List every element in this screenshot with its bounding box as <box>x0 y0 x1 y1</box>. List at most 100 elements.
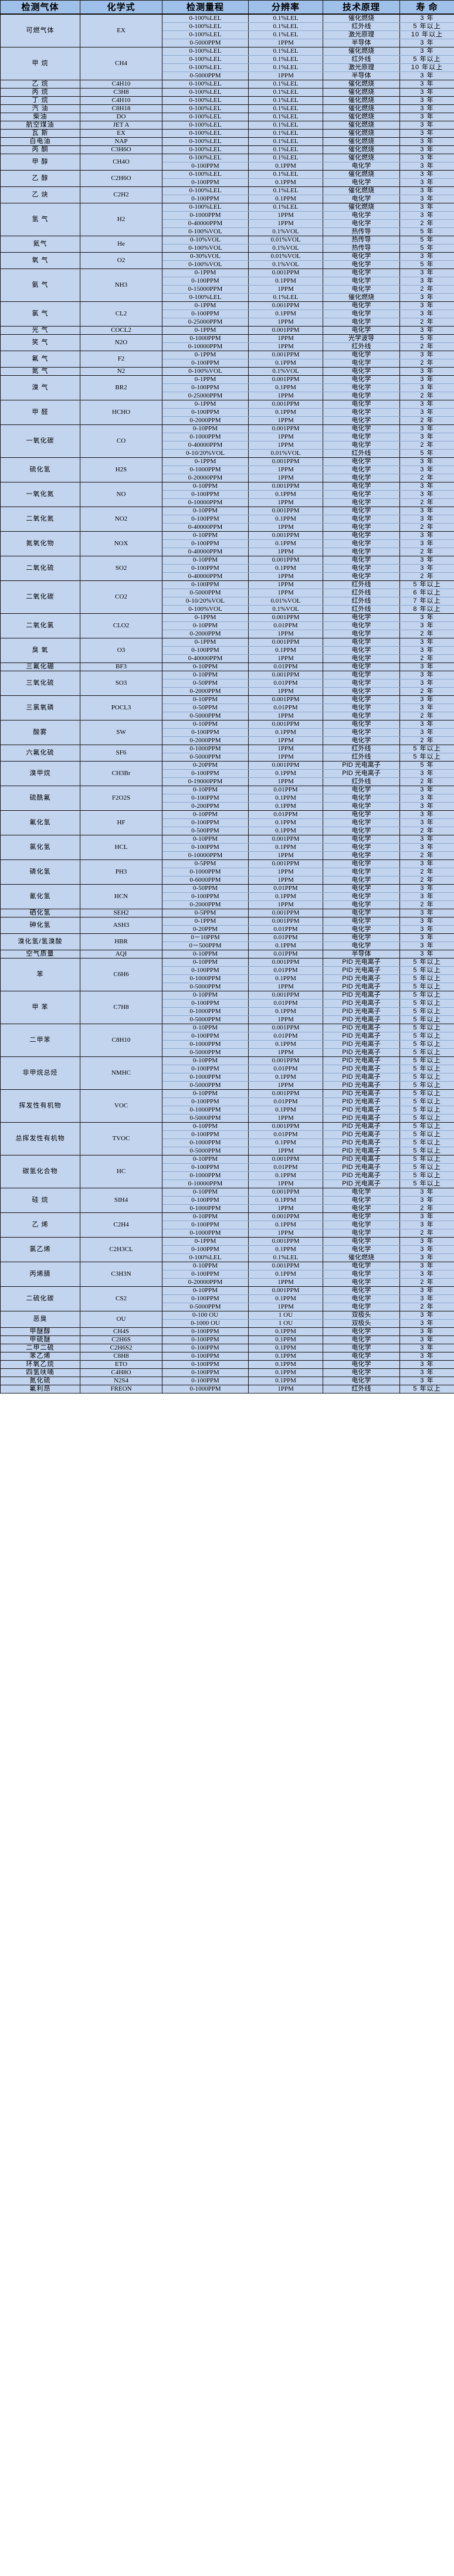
cell-technology: 电化学 <box>323 350 400 359</box>
cell-formula: CS2 <box>80 1286 162 1311</box>
cell-resolution: 0.001PPM <box>248 1122 323 1131</box>
cell-resolution: 1PPM <box>248 900 323 909</box>
cell-gas: 非甲烷总烃 <box>0 1056 80 1090</box>
cell-range: 0-25000PPM <box>162 317 249 327</box>
cell-life: 5 年以上 <box>399 1163 454 1172</box>
cell-range: 0-100PPM <box>162 1376 249 1385</box>
cell-gas: 三氟化硼 <box>0 662 80 671</box>
cell-formula: F2 <box>80 350 162 368</box>
cell-technology: 电化学 <box>323 1351 400 1361</box>
table-row: 一氧化氮 NO 0-10PPM 0.001PPM 电化学 3 年 <box>0 481 454 507</box>
cell-technology: 电化学 <box>323 826 400 835</box>
cell-technology: 光学波导 <box>323 334 400 343</box>
cell-range: 0-10PPM <box>162 531 249 540</box>
cell-life: 3 年 <box>399 670 454 679</box>
cell-resolution: 0.001PPM <box>248 481 323 491</box>
cell-range: 0-100%LEL <box>162 153 249 162</box>
cell-resolution: 0.001PPM <box>248 916 323 926</box>
table-row: 氨 气 NH3 0-1PPM 0.001PPM 电化学 3 年 <box>0 268 454 302</box>
cell-resolution: 1PPM <box>248 1179 323 1188</box>
cell-range: 0-100PPM <box>162 1245 249 1254</box>
table-row: 0－500PPM 0.1PPM 电化学 3 年 <box>1 941 454 950</box>
table-row: 0-10PPM 0.01PPM 电化学 3 年 <box>1 621 454 630</box>
table-row: 溴 气 BR2 0-1PPM 0.001PPM 电化学 3 年 <box>0 375 454 400</box>
cell-life: 3 年 <box>399 949 454 959</box>
cell-life: 5 年以上 <box>399 1154 454 1164</box>
cell-resolution: 0.1PPM <box>248 1105 323 1114</box>
cell-resolution: 0.001PPM <box>248 1056 323 1065</box>
cell-life: 3 年 <box>399 1351 454 1361</box>
table-row: 0-25000PPM 1PPM 电化学 2 年 <box>1 391 454 400</box>
cell-life: 2 年 <box>399 736 454 745</box>
table-row: 0-100PPM 0.1PPM 电化学 3 年 <box>1 539 454 548</box>
cell-resolution: 1PPM <box>248 580 323 589</box>
cell-resolution: 0.001PPM <box>248 350 323 359</box>
cell-technology: PID 光电离子 <box>323 1146 400 1156</box>
cell-gas: 溴甲烷 <box>0 760 80 786</box>
cell-life: 5 年以上 <box>399 744 454 753</box>
cell-gas: 丙 烷 <box>0 87 80 97</box>
cell-gas: 六氟化硫 <box>0 744 80 762</box>
cell-life: 5 年以上 <box>399 1138 454 1147</box>
cell-technology: 电化学 <box>323 851 400 860</box>
cell-technology: 电化学 <box>323 358 400 368</box>
table-row: 0-5000PPM 1PPM 红外线 5 年以上 <box>1 752 454 762</box>
cell-resolution: 0.01%VOL <box>248 235 323 244</box>
cell-life: 2 年 <box>399 875 454 885</box>
cell-gas: 氟化氢 <box>0 810 80 835</box>
cell-gas: 氯 气 <box>0 301 80 327</box>
cell-technology: 半导体 <box>323 38 400 47</box>
cell-resolution: 0.1%LEL <box>248 79 323 89</box>
cell-technology: 催化燃烧 <box>323 112 400 121</box>
cell-range: 0-1000 OU <box>162 1318 249 1328</box>
cell-range: 0-100%VOL <box>162 366 249 376</box>
table-row: 0-100PPM 0.1PPM 电化学 3 年 <box>1 793 454 803</box>
cell-resolution: 0.1PPM <box>248 309 323 318</box>
cell-formula: HF <box>80 810 162 835</box>
cell-resolution: 1PPM <box>248 867 323 876</box>
cell-resolution: 0.1PPM <box>248 161 323 171</box>
cell-range: 0-1PPM <box>162 916 249 926</box>
cell-life: 2 年 <box>399 1277 454 1287</box>
table-row: 0-100PPM 0.01PPM PID 光电离子 5 年以上 <box>1 1130 454 1139</box>
cell-life: 5 年以上 <box>399 1179 454 1188</box>
table-row: 二氧化硫 SO2 0-10PPM 0.001PPM 电化学 3 年 <box>0 555 454 581</box>
table-row: 0-100PPM 0.1PPM 电化学 3 年 <box>1 1195 454 1205</box>
cell-resolution: 0.1PPM <box>248 539 323 548</box>
cell-technology: 电化学 <box>323 613 400 622</box>
cell-range: 0-5000PPM <box>162 1015 249 1024</box>
cell-life: 2 年 <box>399 498 454 507</box>
cell-range: 0-100%VOL <box>162 243 249 253</box>
cell-life: 2 年 <box>399 1228 454 1238</box>
cell-life: 5 年以上 <box>399 1072 454 1082</box>
table-row: 0-20PPM 0.01PPM 电化学 3 年 <box>1 925 454 934</box>
cell-technology: 电化学 <box>323 875 400 885</box>
cell-life: 3 年 <box>399 506 454 515</box>
cell-resolution: 1PPM <box>248 219 323 228</box>
cell-resolution: 0.1%LEL <box>248 153 323 162</box>
cell-resolution: 0.1PPM <box>248 1376 323 1385</box>
cell-gas: 硫酰氟 <box>0 785 80 811</box>
cell-range: 0-1PPM <box>162 1236 249 1246</box>
cell-life: 3 年 <box>399 563 454 573</box>
table-row: 二硫化碳 CS2 0-10PPM 0.001PPM 电化学 3 年 <box>0 1286 454 1311</box>
table-row: 六氟化硫 SF6 0-1000PPM 1PPM 红外线 5 年以上 <box>0 744 454 762</box>
table-row: 四氢呋喃 C4H8O 0-100PPM 0.1PPM 电化学 3 年 <box>0 1368 454 1377</box>
cell-range: 0-100PPM <box>162 276 249 286</box>
cell-gas: 氯化氢 <box>0 834 80 860</box>
cell-life: 3 年 <box>399 842 454 852</box>
table-row: 臭 氧 O3 0-1PPM 0.001PPM 电化学 3 年 <box>0 637 454 663</box>
cell-resolution: 0.1%LEL <box>248 22 323 31</box>
table-row: 碳氢化合物 HC 0-10PPM 0.001PPM PID 光电离子 5 年以上 <box>0 1154 454 1188</box>
cell-formula: C2H2 <box>80 186 162 203</box>
table-row: 0-5000PPM 1PPM 电化学 2 年 <box>1 1302 454 1311</box>
cell-resolution: 0.1%LEL <box>248 96 323 105</box>
cell-technology: 红外线 <box>323 604 400 614</box>
cell-resolution: 1 OU <box>248 1310 323 1320</box>
cell-technology: 热传导 <box>323 243 400 253</box>
cell-range: 0-10PPM <box>162 695 249 704</box>
cell-technology: 电化学 <box>323 284 400 294</box>
cell-life: 3 年 <box>399 210 454 220</box>
cell-range: 0-20000PPM <box>162 1277 249 1287</box>
cell-resolution: 0.1%LEL <box>248 87 323 97</box>
